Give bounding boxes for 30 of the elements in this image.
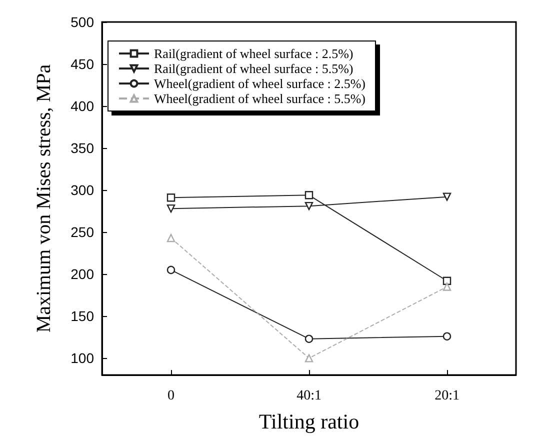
- point: [442, 276, 452, 285]
- y-tick-label: 400: [70, 98, 94, 114]
- x-tick-label: 40:1: [296, 388, 322, 404]
- point: [442, 332, 452, 340]
- point: [304, 354, 314, 362]
- point: [166, 266, 176, 274]
- x-tick-label: 0: [168, 388, 174, 404]
- y-axis-title: Maximum von Mises stress, MPa: [33, 64, 55, 333]
- x-tick-label: 20:1: [434, 388, 460, 404]
- y-tick-label: 450: [70, 56, 94, 72]
- y-tick-label: 100: [70, 350, 94, 366]
- y-tick-label: 300: [70, 182, 94, 198]
- legend-label: Rail(gradient of wheel surface : 5.5%): [154, 61, 354, 76]
- legend-label: Wheel(gradient of wheel surface : 2.5%): [154, 76, 366, 91]
- y-tick-label: 150: [70, 308, 94, 324]
- y-tick-label: 500: [70, 14, 94, 30]
- y-tick-label: 350: [70, 140, 94, 156]
- point: [166, 194, 176, 202]
- point: [442, 192, 452, 201]
- x-axis-title: Tilting ratio: [258, 410, 360, 434]
- y-tick-label: 200: [70, 266, 94, 282]
- point: [304, 191, 314, 200]
- point: [442, 282, 452, 291]
- point: [166, 204, 176, 213]
- y-tick-label: 250: [70, 224, 94, 240]
- point: [304, 202, 314, 210]
- point: [304, 334, 314, 343]
- legend-label: Rail(gradient of wheel surface : 2.5%): [154, 46, 354, 61]
- legend-label: Wheel(gradient of wheel surface : 5.5%): [154, 91, 366, 106]
- point: [166, 234, 176, 242]
